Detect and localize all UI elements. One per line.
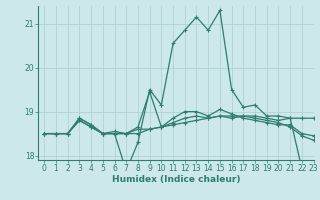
X-axis label: Humidex (Indice chaleur): Humidex (Indice chaleur) bbox=[112, 175, 240, 184]
